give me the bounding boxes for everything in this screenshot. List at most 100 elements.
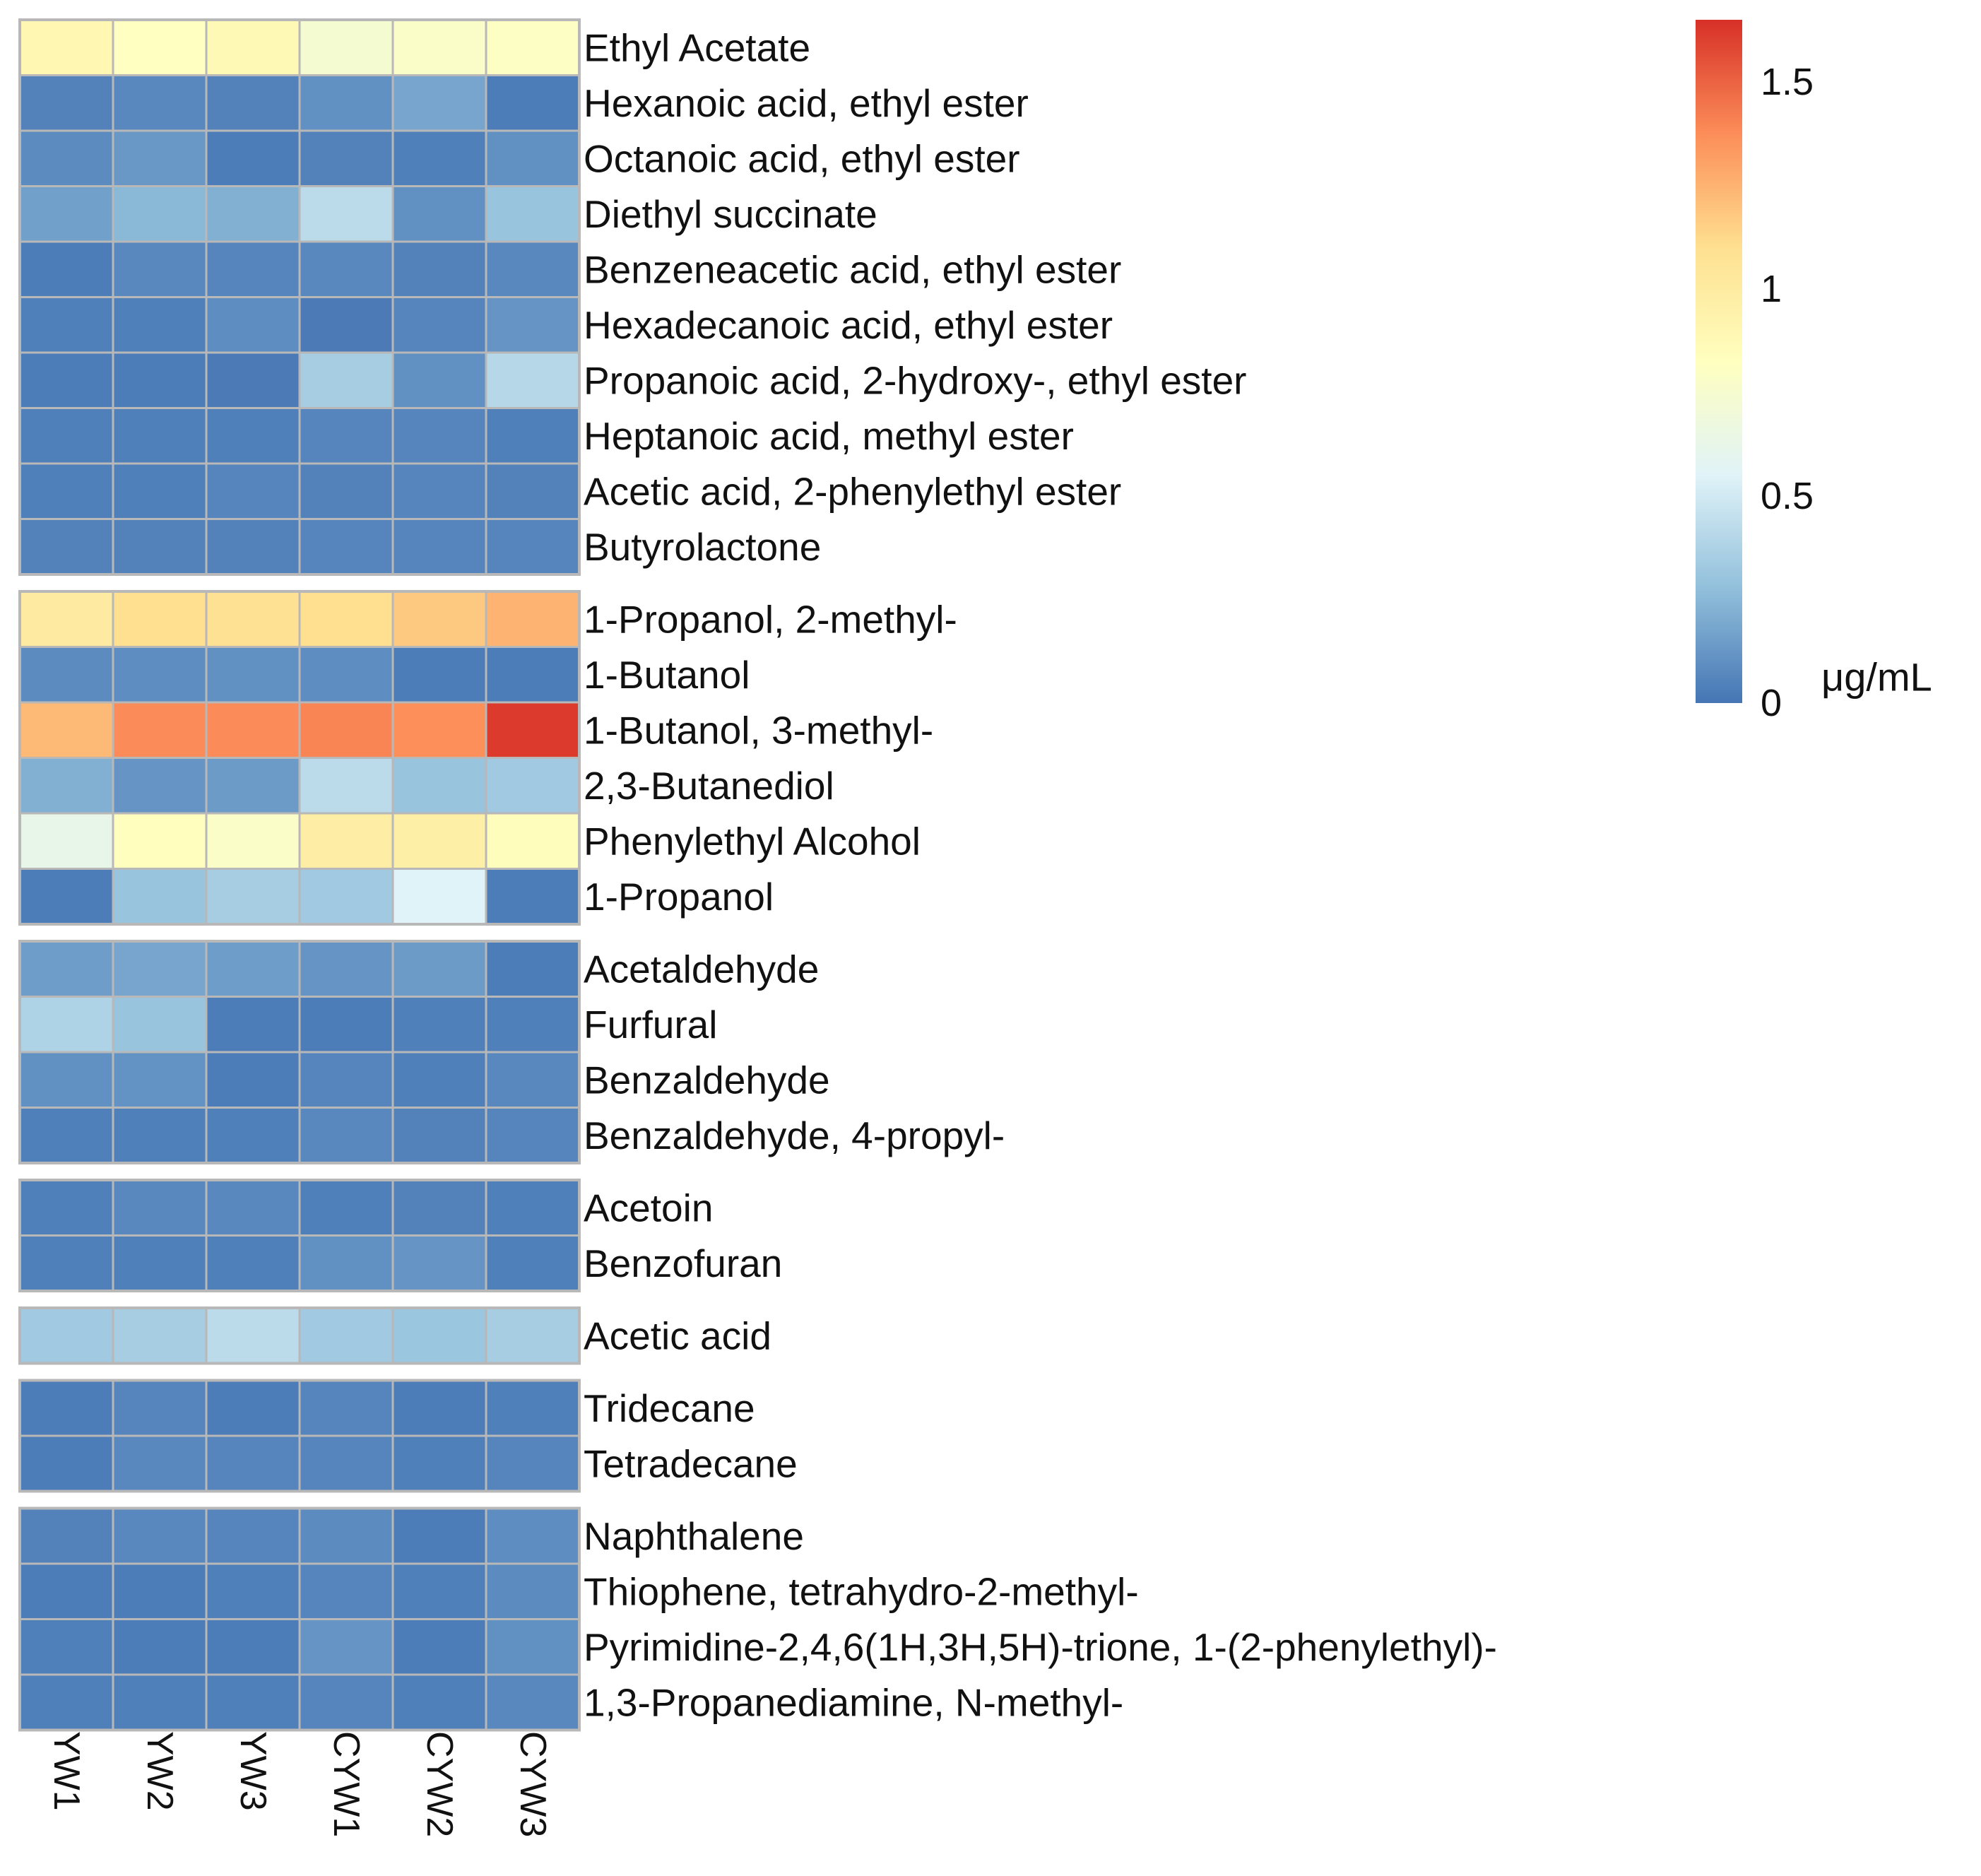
colorbar: 0 0.5 1 1.5 μg/mL	[1696, 20, 1932, 724]
colorbar-ticks: 0 0.5 1 1.5	[1761, 61, 1814, 724]
heatmap-cell	[112, 1434, 208, 1492]
colorbar-tick-label: 1.5	[1761, 61, 1814, 103]
heatmap-cell	[18, 590, 114, 648]
heatmap-cell	[298, 646, 394, 704]
heatmap-cell	[205, 351, 301, 409]
heatmap-cell	[205, 1618, 301, 1676]
heatmap-cell	[205, 1107, 301, 1164]
heatmap-cell	[18, 1379, 114, 1437]
heatmap-cell	[391, 1107, 487, 1164]
heatmap-cell	[391, 757, 487, 815]
heatmap-cell	[18, 18, 114, 76]
heatmap-cell	[298, 590, 394, 648]
heatmap-cell	[18, 1618, 114, 1676]
heatmap-cell	[205, 518, 301, 576]
heatmap-cell	[391, 646, 487, 704]
heatmap-cell	[205, 407, 301, 465]
group-frame	[18, 1306, 581, 1365]
colorbar-tick-label: 1	[1761, 268, 1782, 310]
heatmap-cell	[205, 812, 301, 870]
heatmap-cell	[391, 185, 487, 243]
heatmap-cell	[205, 646, 301, 704]
heatmap-cell	[112, 1379, 208, 1437]
heatmap-cell	[112, 646, 208, 704]
row-label: Hexanoic acid, ethyl ester	[584, 81, 1029, 125]
heatmap-cell	[485, 996, 581, 1054]
row-label: Naphthalene	[584, 1514, 804, 1558]
heatmap-cell	[485, 240, 581, 298]
heatmap-cell	[298, 868, 394, 926]
row-label: Thiophene, tetrahydro-2-methyl-	[584, 1569, 1139, 1613]
heatmap-cell	[391, 351, 487, 409]
heatmap-cell	[18, 129, 114, 187]
group-frame	[18, 1506, 581, 1732]
heatmap-cell	[205, 1051, 301, 1109]
heatmap-cell	[205, 590, 301, 648]
heatmap-cell	[485, 1673, 581, 1731]
heatmap-cell	[205, 1179, 301, 1237]
row-label: Benzaldehyde	[584, 1058, 830, 1102]
heatmap-cell	[485, 1434, 581, 1492]
row-labels: Ethyl Acetate Hexanoic acid, ethyl ester O…	[584, 25, 1497, 1724]
heatmap-cell	[298, 1306, 394, 1364]
heatmap-cell	[485, 518, 581, 576]
heatmap-cell	[298, 1179, 394, 1237]
heatmap-cell	[205, 1507, 301, 1565]
heatmap-cell	[391, 296, 487, 354]
group-frame	[18, 940, 581, 1164]
heatmap-cell	[485, 185, 581, 243]
heatmap-cell	[485, 351, 581, 409]
row-label: Ethyl Acetate	[584, 25, 810, 69]
heatmap-cell	[205, 868, 301, 926]
heatmap-cell	[205, 701, 301, 759]
heatmap-cell	[485, 1618, 581, 1676]
row-label: Benzaldehyde, 4-propyl-	[584, 1114, 1005, 1157]
row-label: Acetic acid, 2-phenylethyl ester	[584, 469, 1121, 513]
row-label: Heptanoic acid, methyl ester	[584, 414, 1074, 458]
heatmap-cell	[298, 74, 394, 132]
heatmap-cell	[18, 351, 114, 409]
heatmap-cell	[485, 296, 581, 354]
heatmap-cell	[485, 1379, 581, 1437]
heatmap-cell	[391, 1306, 487, 1364]
heatmap-cell	[298, 518, 394, 576]
heatmap-cell	[205, 1379, 301, 1437]
heatmap-cell	[112, 1179, 208, 1237]
heatmap-cell	[205, 1434, 301, 1492]
heatmap-cell	[112, 351, 208, 409]
heatmap-cell	[391, 1507, 487, 1565]
heatmap-cell	[18, 407, 114, 465]
row-label: Tridecane	[584, 1386, 755, 1430]
heatmap-cell	[485, 129, 581, 187]
group-frame	[18, 1179, 581, 1292]
heatmap-cell	[205, 1306, 301, 1364]
heatmap-cell	[112, 1673, 208, 1731]
heatmap-cell	[298, 996, 394, 1054]
heatmap-cell	[298, 1507, 394, 1565]
column-labels: YW1 YW2 YW3 CYW1 CYW2 CYW3	[46, 1731, 553, 1837]
heatmap-cell	[298, 462, 394, 520]
heatmap-cell	[391, 1562, 487, 1620]
heatmap-cell	[485, 407, 581, 465]
heatmap-cell	[298, 1673, 394, 1731]
heatmap-cell	[112, 296, 208, 354]
row-label: 1,3-Propanediamine, N-methyl-	[584, 1680, 1123, 1724]
heatmap-cell	[205, 1673, 301, 1731]
heatmap-cell	[391, 18, 487, 76]
row-label: Diethyl succinate	[584, 192, 877, 236]
heatmap-cell	[298, 296, 394, 354]
heatmap-cell	[298, 701, 394, 759]
heatmap-cell	[112, 701, 208, 759]
heatmap-cell	[205, 940, 301, 998]
heatmap-cell	[112, 407, 208, 465]
heatmap-cell	[485, 74, 581, 132]
heatmap-cell	[205, 129, 301, 187]
heatmap-cell	[112, 1507, 208, 1565]
heatmap-cell	[485, 812, 581, 870]
heatmap-cell	[298, 18, 394, 76]
heatmap-cell	[391, 996, 487, 1054]
heatmap-cell	[18, 868, 114, 926]
heatmap-cell	[391, 868, 487, 926]
heatmap-cell	[391, 1618, 487, 1676]
